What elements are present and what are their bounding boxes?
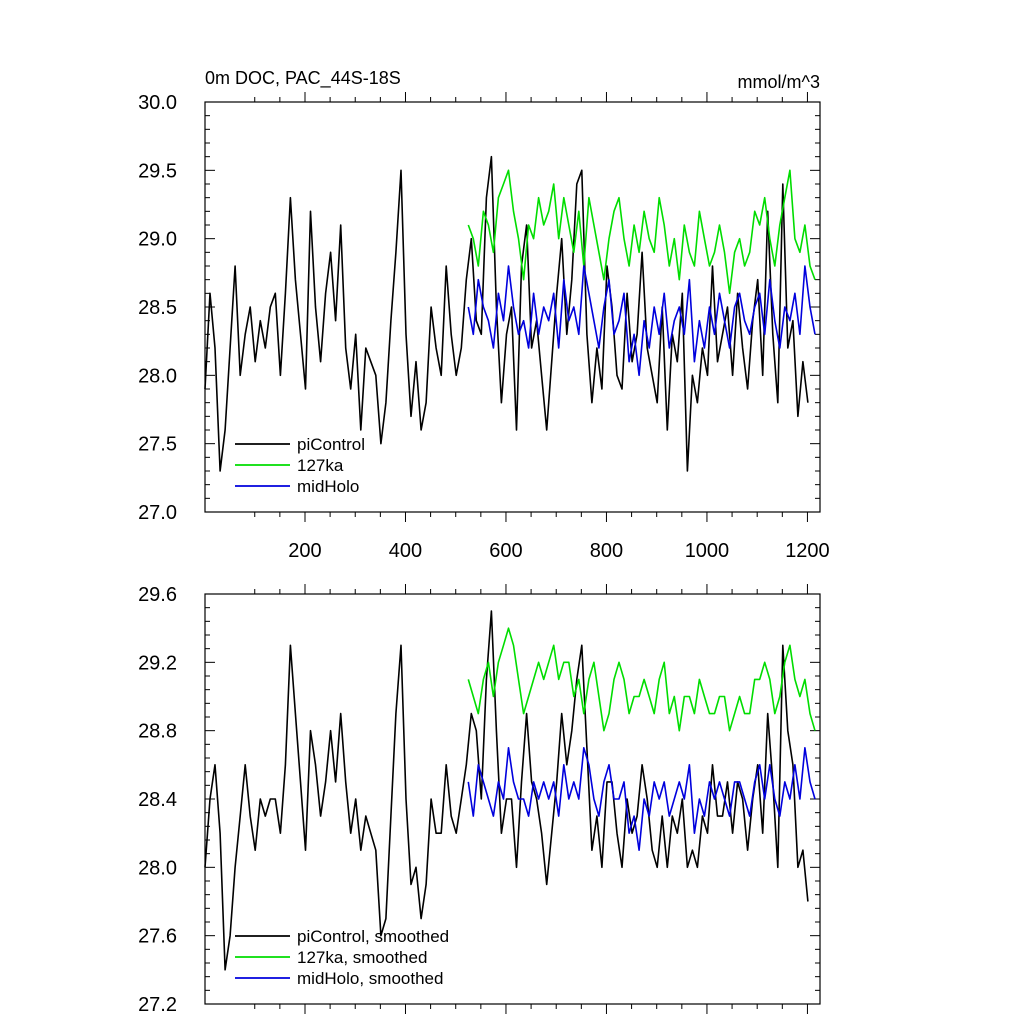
y-tick-label: 30.0 [138, 92, 177, 114]
y-tick-label: 27.5 [138, 434, 177, 456]
legend-label: piControl [297, 435, 365, 454]
y-tick-label: 29.2 [138, 652, 177, 674]
figure-units: mmol/m^3 [738, 72, 820, 92]
y-tick-label: 27.6 [138, 926, 177, 948]
series-line-picontrol [204, 610, 809, 971]
series-line-midholo [467, 265, 816, 377]
legend-label: 127ka, smoothed [297, 948, 427, 967]
x-tick-label: 1000 [685, 540, 730, 562]
x-tick-label: 1200 [785, 540, 830, 562]
legend-label: midHolo, smoothed [297, 969, 443, 988]
x-tick-label: 200 [288, 540, 321, 562]
series-line-picontrol [204, 155, 809, 472]
y-tick-label: 27.2 [138, 994, 177, 1016]
bottom-panel: 27.2 27.6 28.0 28.4 28.8 29.2 29.6 piControl, s… [138, 584, 821, 1016]
series-line-127ka [467, 169, 816, 295]
top-panel: 200 400 600 800 1000 1200 27.0 27.5 28.0 28.5 29.0… [138, 92, 830, 562]
legend-label: midHolo [297, 477, 359, 496]
x-tick-label: 400 [389, 540, 422, 562]
y-tick-label: 29.5 [138, 160, 177, 182]
legend-label: 127ka [297, 456, 344, 475]
x-tick-label: 600 [489, 540, 522, 562]
y-tick-label: 28.8 [138, 721, 177, 743]
x-tick-label: 800 [590, 540, 623, 562]
figure-title: 0m DOC, PAC_44S-18S [205, 68, 401, 89]
y-tick-label: 28.5 [138, 297, 177, 319]
legend-label: piControl, smoothed [297, 927, 449, 946]
y-tick-label: 28.0 [138, 857, 177, 879]
y-tick-label: 28.0 [138, 365, 177, 387]
series-line-midholo [467, 746, 816, 852]
series-line-127ka [467, 627, 816, 732]
y-tick-label: 27.0 [138, 502, 177, 524]
y-tick-label: 29.6 [138, 584, 177, 606]
y-tick-label: 28.4 [138, 789, 177, 811]
y-tick-label: 29.0 [138, 229, 177, 251]
